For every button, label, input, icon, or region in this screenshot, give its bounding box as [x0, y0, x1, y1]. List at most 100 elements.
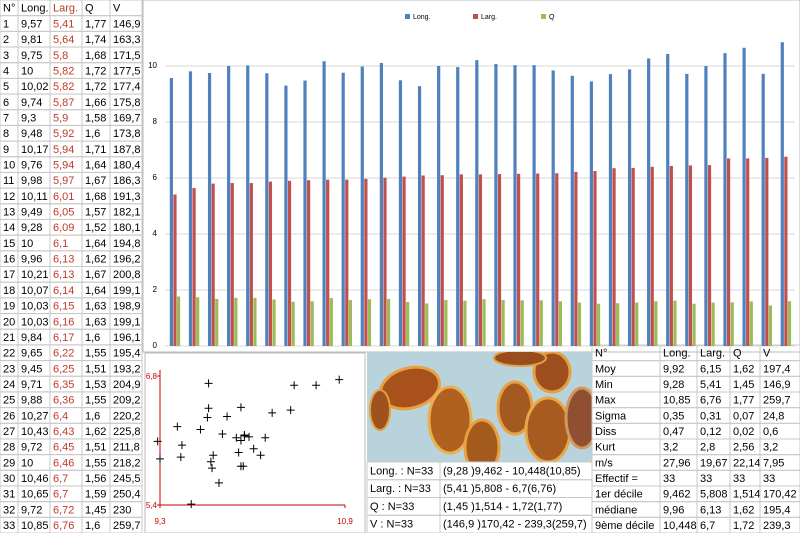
scatter-point: [204, 379, 213, 388]
bar: [685, 73, 689, 346]
table-value: 170,42: [763, 489, 797, 501]
table-value: 6,15: [53, 301, 74, 313]
table-value: 1,64: [85, 160, 106, 172]
table-value: 9,88: [21, 395, 42, 407]
table-value: 9,462: [663, 489, 691, 501]
scatter-point: [286, 406, 295, 415]
bar: [723, 53, 727, 347]
table-value: 0,6: [763, 426, 778, 438]
summary-text: (1,45 )1,514 - 1,72(1,77): [443, 501, 562, 513]
bar: [746, 158, 750, 346]
bar: [654, 301, 658, 346]
table-value: 1,62: [733, 504, 754, 516]
table-value: 21: [3, 332, 15, 344]
bar: [291, 301, 295, 346]
table-value: 23: [3, 363, 15, 375]
table-value: 6,13: [53, 269, 74, 281]
table-value: 9,65: [21, 348, 42, 360]
scatter-point: [256, 451, 265, 460]
table-value: 18: [3, 285, 15, 297]
bar: [673, 300, 677, 346]
table-value: 1,58: [85, 112, 106, 124]
table-value: 1,68: [85, 50, 106, 62]
bar: [456, 67, 460, 347]
scatter-point: [153, 437, 162, 446]
bar: [169, 78, 173, 346]
table-value: 7: [3, 112, 9, 124]
table-value: 1,74: [85, 34, 106, 46]
bar: [379, 62, 383, 347]
table-value: 22: [3, 348, 15, 360]
table-value: 13: [3, 207, 15, 219]
table-value: 33: [700, 473, 712, 485]
bar: [402, 176, 406, 346]
table-value: 1,6: [85, 410, 100, 422]
table-value: 259,7: [763, 395, 791, 407]
table-value: 1,51: [85, 363, 106, 375]
table-header: V: [113, 3, 121, 15]
table-value: 204,9: [113, 379, 141, 391]
table-value: 9: [3, 144, 9, 156]
bar: [765, 157, 769, 346]
bar: [536, 173, 540, 346]
table-value: 6,4: [53, 410, 68, 422]
table-value: 9,92: [663, 363, 684, 375]
table-value: 10,448: [663, 520, 697, 532]
bar: [249, 183, 253, 346]
bar: [669, 165, 673, 346]
table-value: 1,72: [85, 81, 106, 93]
table-value: 6,76: [53, 520, 74, 532]
table-value: 5,64: [53, 34, 74, 46]
table-value: 6,1: [53, 238, 68, 250]
bar: [631, 167, 635, 346]
table-value: 5,8: [53, 50, 68, 62]
table-header: Q: [733, 348, 742, 360]
table-value: 0,47: [663, 426, 684, 438]
table-value: 10: [21, 65, 33, 77]
table-value: 10: [21, 238, 33, 250]
table-value: 9,28: [663, 379, 684, 391]
y-tick-label: 0: [153, 341, 158, 350]
table-value: 193,2: [113, 363, 141, 375]
table-value: 9,57: [21, 18, 42, 30]
table-value: 32: [3, 504, 15, 516]
table-value: 6,76: [700, 395, 721, 407]
table-value: 171,5: [113, 50, 141, 62]
bar: [666, 53, 670, 347]
legend-label: Q: [549, 14, 555, 21]
scatter-area: [144, 352, 366, 533]
table-value: 146,9: [763, 379, 791, 391]
bar: [761, 73, 765, 346]
table-value: 2,8: [700, 442, 715, 454]
bar: [463, 300, 467, 346]
table-value: 10: [3, 160, 15, 172]
table-value: 6,7: [53, 489, 68, 501]
table-value: 250,4: [113, 489, 141, 501]
table-value: 6,09: [53, 222, 74, 234]
table-value: 17: [3, 269, 15, 281]
table-value: 1,55: [85, 457, 106, 469]
summary-text: Q : N=33: [370, 501, 414, 513]
bar: [711, 302, 715, 346]
table-value: 9ème décile: [595, 520, 654, 532]
bar: [367, 299, 372, 346]
table-value: 6,13: [53, 254, 74, 266]
table-value: 1,67: [85, 269, 106, 281]
table-value: 5,92: [53, 128, 74, 140]
table-value: 0,35: [663, 410, 684, 422]
table-header: Q: [85, 3, 94, 15]
table-value: 163,3: [113, 34, 141, 46]
table-value: 31: [3, 489, 15, 501]
table-value: 197,4: [763, 363, 791, 375]
table-value: 1,68: [85, 191, 106, 203]
table-value: 10,03: [21, 301, 49, 313]
table-value: 24,8: [763, 410, 784, 422]
bar: [574, 171, 578, 346]
table-value: 1,63: [85, 301, 106, 313]
table-value: 1,56: [85, 473, 106, 485]
bar: [406, 302, 410, 346]
table-value: 146,9: [113, 18, 141, 30]
table-value: 6,25: [53, 363, 74, 375]
bar: [596, 303, 601, 346]
scatter-point: [214, 478, 223, 487]
